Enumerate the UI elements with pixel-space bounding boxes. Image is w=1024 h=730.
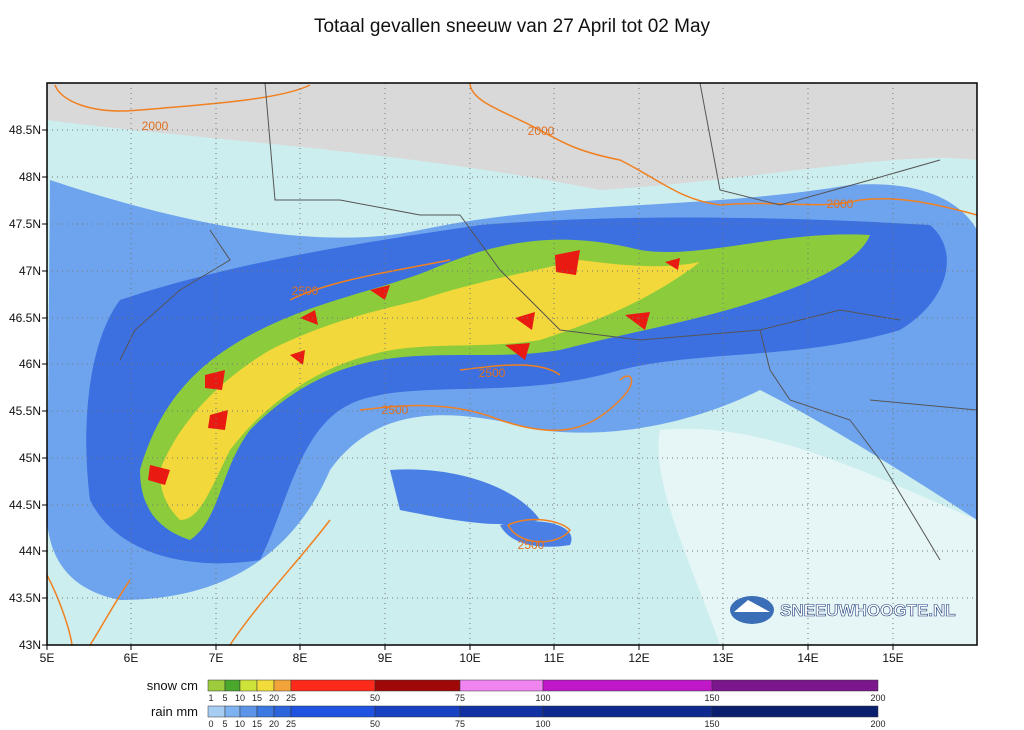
lat-label: 45N <box>19 451 41 465</box>
lat-label: 43N <box>19 638 41 652</box>
legend-title: snow cm <box>147 678 198 693</box>
precip-apennines <box>390 469 572 547</box>
lon-label: 13E <box>712 651 733 665</box>
legend-swatch <box>239 679 258 692</box>
lon-label: 5E <box>40 651 55 665</box>
logo: SNEEUWHOOGTE.NL <box>730 596 956 624</box>
contour-label: 2000 <box>528 124 555 138</box>
legend-swatch <box>207 705 226 718</box>
legend-swatch <box>459 705 544 718</box>
legend-tick: 25 <box>286 719 296 729</box>
legend-tick: 10 <box>235 719 245 729</box>
legend-tick: 50 <box>370 719 380 729</box>
lat-label: 48.5N <box>9 123 41 137</box>
legend-swatch <box>273 705 292 718</box>
lon-label: 15E <box>882 651 903 665</box>
legend-swatch <box>207 679 226 692</box>
contour-label: 2500 <box>382 403 409 417</box>
sea <box>658 428 977 645</box>
legend-swatch <box>256 679 275 692</box>
grid: 48.5N 48N 47.5N 47N 46.5N 46N 45.5N 45N 44.5N 44N… <box>9 83 977 665</box>
legend-tick: 50 <box>370 693 380 703</box>
legend-swatch <box>711 705 879 718</box>
snow-light <box>140 234 870 540</box>
logo-mountain <box>734 600 770 612</box>
lat-label: 46.5N <box>9 311 41 325</box>
lon-label: 9E <box>378 651 393 665</box>
lat-label: 44.5N <box>9 498 41 512</box>
contour-label: 2500 <box>479 366 506 380</box>
lon-label: 12E <box>628 651 649 665</box>
legend-tick: 100 <box>535 693 550 703</box>
lon-label: 11E <box>544 651 564 665</box>
legend-tick: 75 <box>455 693 465 703</box>
lat-label: 47.5N <box>9 217 41 231</box>
lat-label: 46N <box>19 357 41 371</box>
legend-tick: 20 <box>269 693 279 703</box>
legend-tick: 15 <box>252 693 262 703</box>
legend-tick: 5 <box>222 693 227 703</box>
lat-label: 47N <box>19 264 41 278</box>
legend-tick: 0 <box>208 719 213 729</box>
lon-label: 10E <box>459 651 480 665</box>
legend-swatch <box>542 679 713 692</box>
legend-swatch <box>239 705 258 718</box>
legend-tick: 200 <box>870 719 885 729</box>
lat-label: 43.5N <box>9 591 41 605</box>
legend-swatch <box>290 705 376 718</box>
contour-label: 2500 <box>518 538 545 552</box>
contour-label: 2000 <box>827 197 854 211</box>
legend-title: rain mm <box>151 704 198 719</box>
contour-label: 2500 <box>292 284 319 298</box>
contour-label: 2000 <box>142 119 169 133</box>
legend-swatch <box>374 679 461 692</box>
border <box>119 83 977 561</box>
legend-swatch <box>374 705 461 718</box>
legend-tick: 5 <box>222 719 227 729</box>
lat-label: 48N <box>19 170 41 184</box>
legend-swatch <box>542 705 713 718</box>
legend-tick: 10 <box>235 693 245 703</box>
legend-tick: 20 <box>269 719 279 729</box>
legend-swatch <box>290 679 376 692</box>
lon-label: 14E <box>797 651 818 665</box>
lon-label: 6E <box>124 651 139 665</box>
legend-swatch <box>711 679 879 692</box>
lon-label: 8E <box>293 651 308 665</box>
contour-labels: 2000 2000 2000 2500 2500 2500 2500 <box>142 119 854 552</box>
legend-tick: 200 <box>870 693 885 703</box>
legend-tick: 25 <box>286 693 296 703</box>
snow-mid <box>160 260 700 520</box>
legend-tick: 75 <box>455 719 465 729</box>
lat-label: 45.5N <box>9 404 41 418</box>
legend-swatch <box>273 679 292 692</box>
legend-swatch <box>256 705 275 718</box>
legend-tick: 15 <box>252 719 262 729</box>
legend-swatch <box>224 705 241 718</box>
lon-label: 7E <box>209 651 224 665</box>
map-frame <box>46 82 978 646</box>
legend-tick: 1 <box>208 693 213 703</box>
legend-swatch <box>224 679 241 692</box>
legend-tick: 150 <box>704 693 719 703</box>
contour-line <box>47 83 977 645</box>
lat-label: 44N <box>19 544 41 558</box>
legend-tick: 150 <box>704 719 719 729</box>
title: Totaal gevallen sneeuw van 27 April tot … <box>314 16 711 37</box>
legend-tick: 100 <box>535 719 550 729</box>
logo-text: SNEEUWHOOGTE.NL <box>780 601 956 620</box>
legend-swatch <box>459 679 544 692</box>
